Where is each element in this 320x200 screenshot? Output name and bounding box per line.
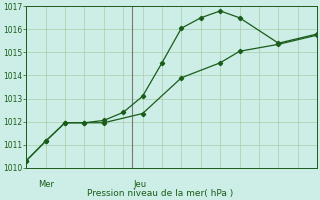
Text: Pression niveau de la mer( hPa ): Pression niveau de la mer( hPa ): [87, 189, 233, 198]
Text: Mer: Mer: [38, 180, 54, 189]
Text: Jeu: Jeu: [134, 180, 147, 189]
